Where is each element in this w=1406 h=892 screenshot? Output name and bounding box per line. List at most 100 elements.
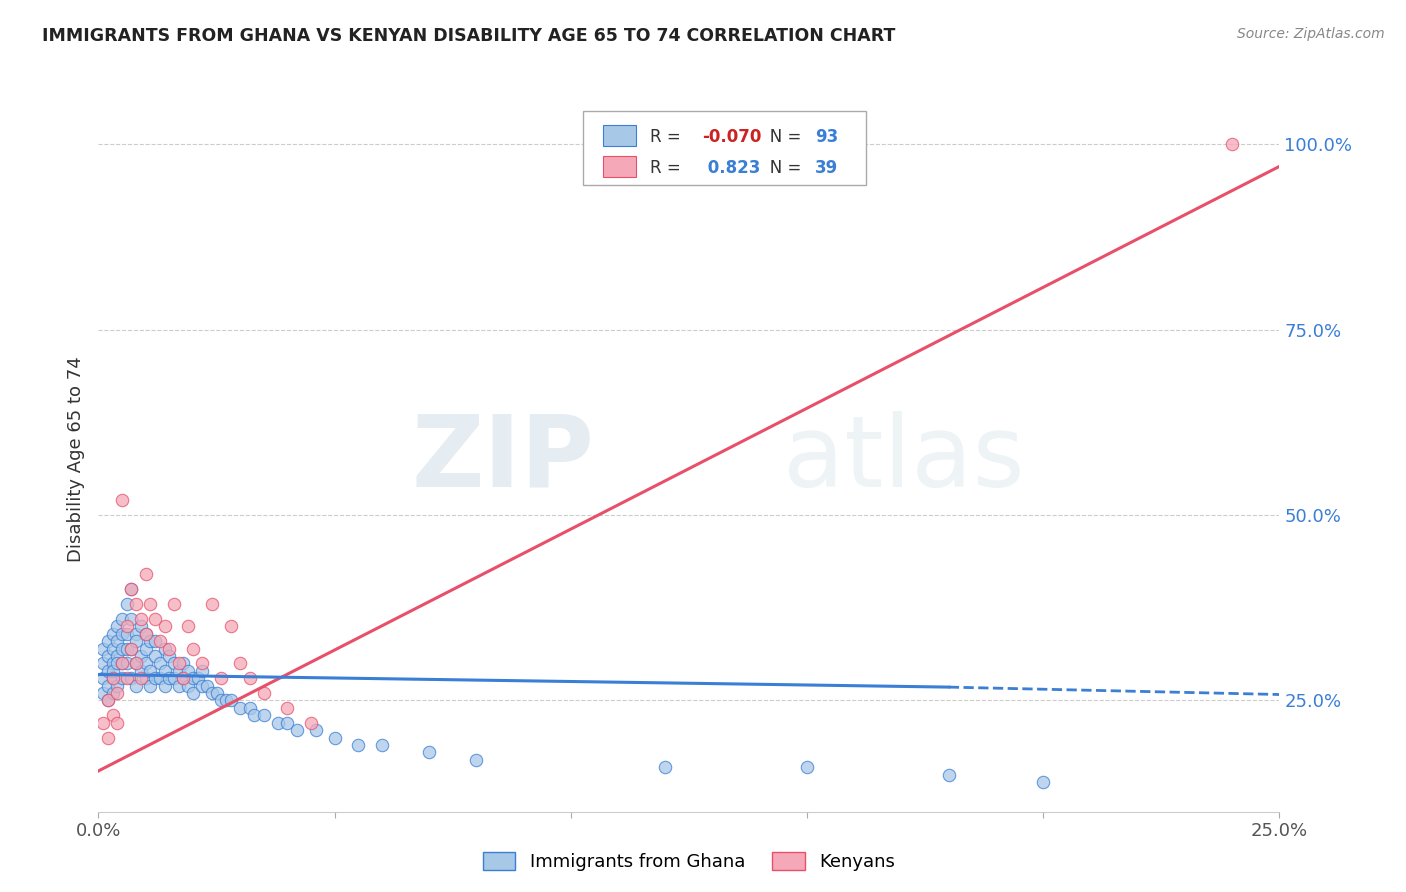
- Text: 93: 93: [815, 128, 838, 146]
- Point: [125, 597, 148, 611]
- Point: [129, 619, 152, 633]
- Point: [125, 634, 148, 648]
- Point: [191, 664, 214, 678]
- Point: [796, 760, 818, 774]
- Point: [654, 760, 676, 774]
- Legend: Immigrants from Ghana, Kenyans: Immigrants from Ghana, Kenyans: [475, 845, 903, 879]
- Text: IMMIGRANTS FROM GHANA VS KENYAN DISABILITY AGE 65 TO 74 CORRELATION CHART: IMMIGRANTS FROM GHANA VS KENYAN DISABILI…: [42, 27, 896, 45]
- Point: [167, 679, 190, 693]
- Point: [143, 648, 166, 663]
- Point: [347, 738, 370, 752]
- Point: [101, 686, 124, 700]
- Point: [181, 641, 204, 656]
- Point: [121, 641, 143, 656]
- Point: [101, 626, 124, 640]
- Point: [149, 657, 172, 671]
- Point: [121, 641, 143, 656]
- Point: [201, 686, 224, 700]
- Point: [97, 664, 120, 678]
- Point: [105, 686, 128, 700]
- Text: R =: R =: [650, 128, 686, 146]
- Point: [181, 671, 204, 685]
- FancyBboxPatch shape: [582, 111, 866, 185]
- Point: [253, 686, 276, 700]
- Point: [285, 723, 308, 738]
- Point: [195, 679, 218, 693]
- Text: N =: N =: [754, 160, 807, 178]
- Bar: [603, 125, 636, 145]
- Point: [172, 671, 194, 685]
- Point: [299, 715, 322, 730]
- Point: [191, 657, 214, 671]
- Point: [177, 619, 200, 633]
- Point: [139, 634, 162, 648]
- Point: [115, 597, 138, 611]
- Point: [105, 619, 128, 633]
- Point: [239, 671, 262, 685]
- Point: [139, 664, 162, 678]
- Point: [135, 641, 157, 656]
- Point: [91, 657, 114, 671]
- Point: [219, 693, 242, 707]
- Point: [167, 657, 190, 671]
- Point: [191, 679, 214, 693]
- Point: [97, 634, 120, 648]
- Point: [91, 715, 114, 730]
- Text: R =: R =: [650, 160, 686, 178]
- Point: [101, 657, 124, 671]
- Point: [253, 708, 276, 723]
- Point: [163, 597, 186, 611]
- Point: [239, 701, 262, 715]
- Text: -0.070: -0.070: [702, 128, 761, 146]
- Point: [157, 671, 180, 685]
- Text: 39: 39: [815, 160, 838, 178]
- Point: [276, 715, 298, 730]
- Point: [129, 671, 152, 685]
- Point: [209, 671, 232, 685]
- Point: [111, 612, 134, 626]
- Point: [163, 657, 186, 671]
- Point: [101, 664, 124, 678]
- Text: atlas: atlas: [783, 411, 1025, 508]
- Point: [371, 738, 394, 752]
- Text: Source: ZipAtlas.com: Source: ZipAtlas.com: [1237, 27, 1385, 41]
- Text: 0.823: 0.823: [702, 160, 761, 178]
- Point: [418, 745, 440, 759]
- Point: [157, 648, 180, 663]
- Point: [111, 657, 134, 671]
- Point: [111, 657, 134, 671]
- Y-axis label: Disability Age 65 to 74: Disability Age 65 to 74: [66, 357, 84, 562]
- Point: [101, 641, 124, 656]
- Point: [215, 693, 238, 707]
- Point: [229, 657, 252, 671]
- Point: [267, 715, 290, 730]
- Point: [205, 686, 228, 700]
- Point: [105, 657, 128, 671]
- Point: [172, 657, 194, 671]
- Point: [143, 634, 166, 648]
- Point: [125, 626, 148, 640]
- Point: [101, 671, 124, 685]
- Point: [135, 657, 157, 671]
- Point: [97, 693, 120, 707]
- Point: [97, 648, 120, 663]
- Point: [153, 679, 176, 693]
- Point: [101, 708, 124, 723]
- Bar: [603, 156, 636, 177]
- Point: [91, 671, 114, 685]
- Point: [97, 693, 120, 707]
- Point: [105, 648, 128, 663]
- Point: [153, 619, 176, 633]
- Point: [115, 671, 138, 685]
- Point: [121, 671, 143, 685]
- Point: [115, 626, 138, 640]
- Text: ZIP: ZIP: [412, 411, 595, 508]
- Point: [172, 671, 194, 685]
- Point: [115, 641, 138, 656]
- Point: [149, 671, 172, 685]
- Point: [243, 708, 266, 723]
- Point: [111, 493, 134, 508]
- Point: [219, 619, 242, 633]
- Point: [229, 701, 252, 715]
- Point: [1220, 137, 1243, 152]
